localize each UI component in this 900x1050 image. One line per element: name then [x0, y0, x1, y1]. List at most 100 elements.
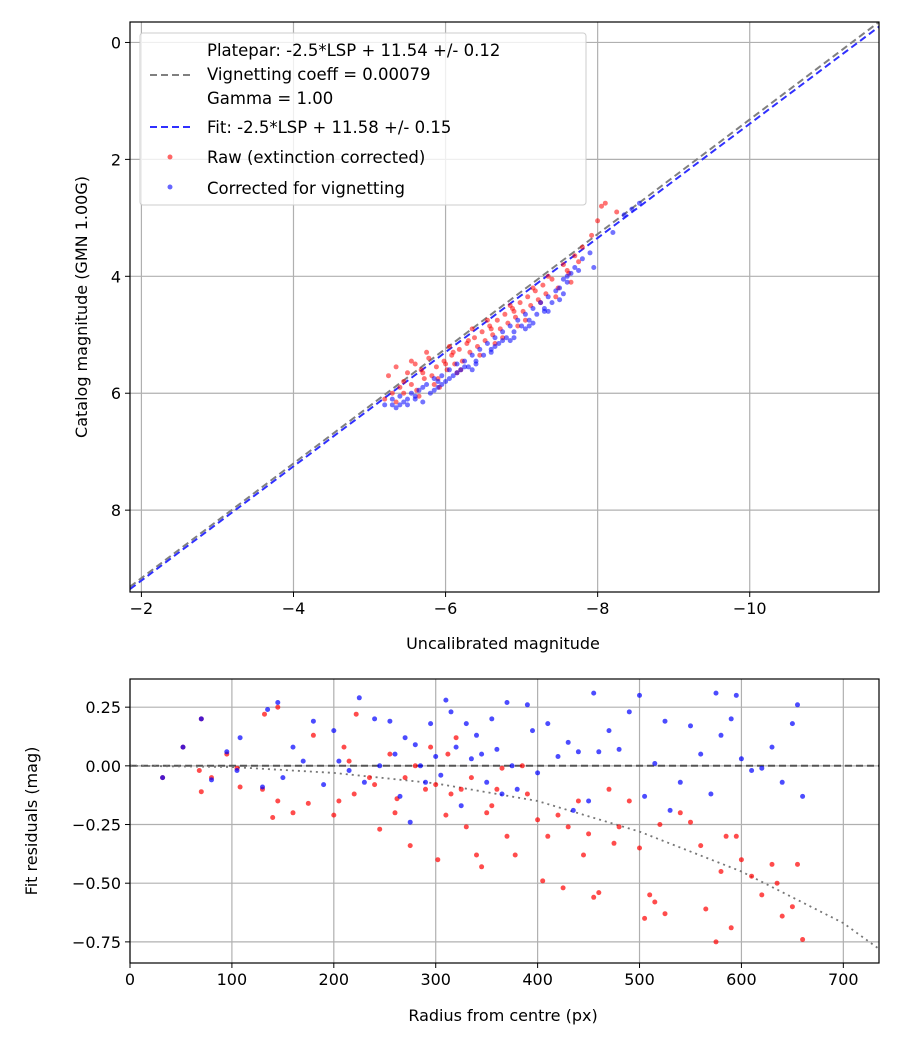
bottom-raw-point [196, 768, 202, 773]
top-corrected-point [465, 364, 471, 370]
top-corrected-point [492, 344, 498, 349]
bottom-raw-point [504, 833, 510, 839]
bottom-raw-point [749, 873, 755, 879]
top-corrected-point [446, 376, 452, 382]
top-corrected-point [469, 367, 475, 373]
bottom-raw-point [331, 812, 337, 818]
bottom-corrected-point [397, 793, 403, 799]
bottom-chart: 0 100 200 300 400 500 600 700 0.25 0.00 −0.25 −0.50… [22, 678, 880, 1025]
top-corrected-point [462, 358, 468, 364]
bottom-corrected-point [642, 793, 648, 799]
bottom-corrected-point [795, 702, 800, 708]
bottom-corrected-point [280, 775, 286, 781]
top-corrected-point [416, 387, 422, 393]
bottom-corrected-point [310, 718, 316, 724]
top-corrected-point [420, 384, 426, 390]
bottom-raw-point [463, 824, 469, 830]
bottom-raw-point [652, 899, 658, 905]
bottom-raw-point [341, 744, 347, 750]
top-corrected-point [568, 270, 574, 276]
bottom-raw-point [565, 824, 571, 830]
bottom-corrected-point [438, 772, 444, 778]
bottom-raw-point [733, 833, 739, 839]
top-corrected-point [435, 379, 441, 384]
bottom-corrected-point [514, 786, 520, 792]
top-corrected-point [587, 250, 593, 256]
top-corrected-point [553, 288, 559, 294]
bottom-raw-point [512, 852, 518, 858]
top-raw-point [530, 285, 536, 291]
bottom-corrected-point [265, 707, 271, 712]
top-raw-point [424, 349, 430, 355]
top-corrected-point [519, 323, 525, 329]
bottom-raw-point [703, 906, 709, 912]
bottom-raw-point [443, 812, 449, 818]
bottom-corrected-point [591, 690, 597, 696]
bottom-corrected-point [402, 735, 408, 741]
top-corrected-point [545, 294, 551, 300]
top-fit-lines [130, 22, 879, 590]
top-x-tick-label: −8 [586, 599, 610, 618]
bottom-raw-point [545, 833, 551, 839]
bottom-raw-point [575, 798, 581, 804]
bottom-raw-point [346, 758, 352, 764]
bottom-raw-point [377, 826, 383, 832]
top-corrected-point [393, 405, 399, 411]
bottom-corrected-point [738, 756, 744, 762]
top-raw-point [386, 373, 391, 379]
bottom-y-tick-label: −0.25 [72, 816, 121, 835]
bottom-raw-point [606, 786, 612, 792]
bottom-x-tick-label: 0 [125, 970, 135, 989]
top-corrected-point [446, 367, 452, 373]
bottom-raw-point [445, 751, 451, 757]
top-corrected-point [564, 279, 570, 285]
top-scatter-points [382, 200, 642, 411]
bottom-raw-point [372, 782, 378, 788]
top-x-tick-label: −10 [733, 599, 767, 618]
bottom-raw-point [275, 704, 281, 710]
bottom-raw-point [387, 751, 393, 757]
top-corrected-point [637, 200, 642, 206]
bottom-corrected-point [626, 709, 632, 715]
top-raw-point [572, 253, 578, 259]
bottom-raw-point [351, 791, 357, 797]
bottom-corrected-point [387, 718, 393, 724]
top-corrected-point [557, 285, 563, 291]
top-raw-point [579, 244, 585, 250]
bottom-raw-point [774, 880, 780, 886]
bottom-raw-point [453, 735, 459, 741]
bottom-corrected-point [321, 782, 327, 788]
bottom-corrected-point [749, 768, 755, 773]
top-y-tick-label: 4 [111, 267, 121, 286]
bottom-line-vignetting-model [130, 764, 879, 950]
top-corrected-point [389, 402, 395, 408]
top-raw-point [408, 382, 414, 387]
bottom-x-tick-label: 600 [726, 970, 757, 989]
legend-box [139, 32, 587, 206]
top-corrected-point [439, 382, 445, 387]
bottom-raw-point [560, 885, 566, 891]
top-corrected-point [610, 230, 616, 235]
top-raw-point [393, 364, 399, 370]
legend: Platepar: -2.5*LSP + 11.54 +/- 0.12 Vign… [139, 32, 587, 206]
bottom-raw-point [310, 732, 316, 738]
bottom-corrected-point [596, 749, 602, 755]
top-corrected-point [629, 206, 635, 212]
bottom-raw-point [759, 892, 765, 898]
bottom-raw-point [637, 845, 642, 851]
bottom-corrected-point [180, 744, 186, 750]
top-corrected-point [579, 256, 585, 262]
top-raw-point [401, 379, 407, 384]
top-raw-point [446, 344, 452, 349]
bottom-raw-point [677, 810, 683, 816]
bottom-raw-point [198, 789, 204, 795]
top-corrected-point [462, 364, 468, 370]
top-corrected-point [526, 317, 532, 323]
bottom-raw-point [738, 857, 744, 863]
top-raw-point [560, 262, 566, 268]
top-raw-point [477, 352, 483, 358]
top-corrected-point [572, 265, 578, 270]
bottom-corrected-point [479, 751, 485, 757]
bottom-raw-point [540, 878, 546, 884]
bottom-corrected-point [586, 798, 592, 804]
